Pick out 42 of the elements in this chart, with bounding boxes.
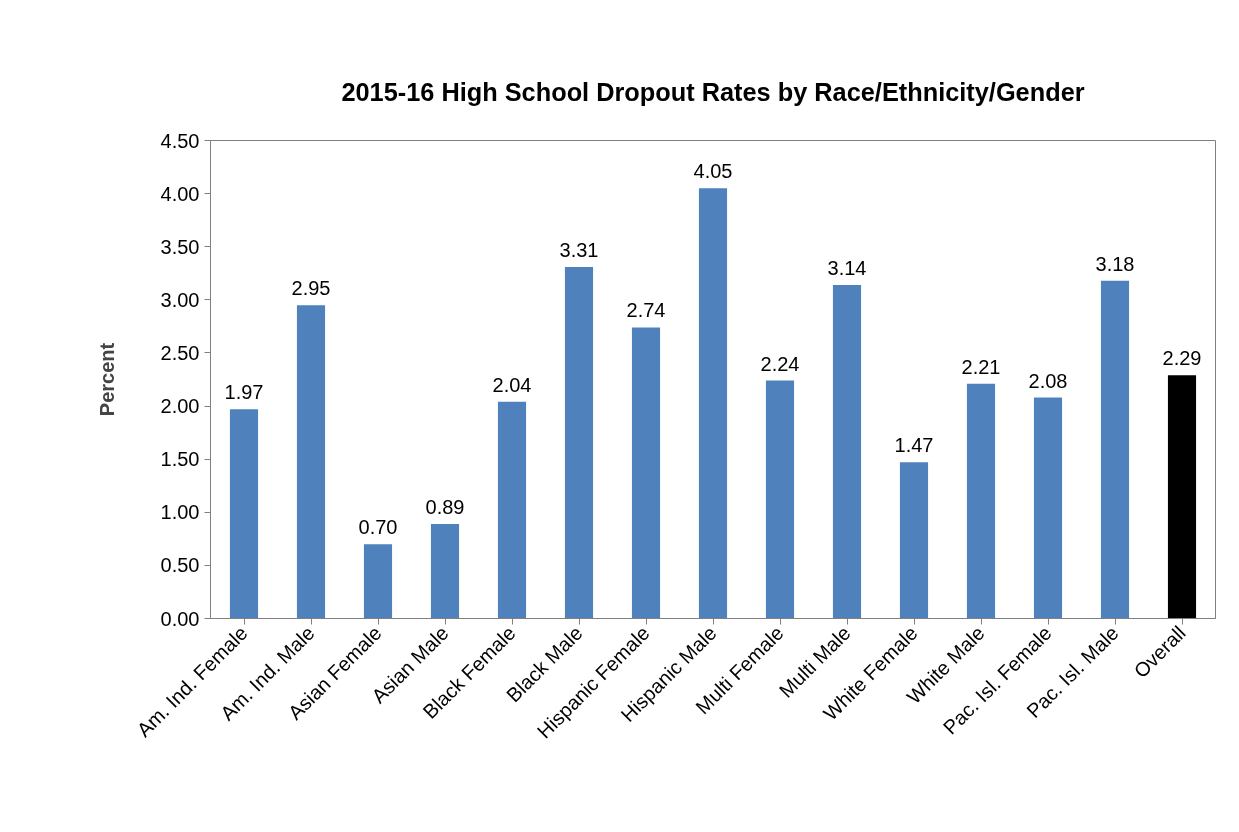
bar [1100, 280, 1130, 619]
y-tick-label: 4.00 [160, 182, 200, 205]
bar [296, 305, 326, 619]
bar [363, 544, 393, 619]
data-label: 2.21 [961, 355, 1001, 378]
y-tick-label: 3.50 [160, 235, 200, 258]
y-axis-title: Percent [95, 342, 118, 417]
bar [229, 409, 259, 619]
y-tick-label: 1.00 [160, 501, 200, 524]
bar [1167, 375, 1197, 619]
bar [1033, 397, 1063, 619]
data-label: 2.95 [291, 277, 331, 300]
bar [430, 523, 460, 619]
data-label: 2.74 [626, 299, 666, 322]
bar [765, 380, 795, 619]
y-tick-label: 1.50 [160, 448, 200, 471]
bar [631, 327, 661, 619]
bar [698, 188, 728, 619]
data-label: 0.89 [425, 495, 465, 518]
data-label: 3.31 [559, 238, 599, 261]
data-label: 3.14 [827, 256, 867, 279]
bar [899, 462, 929, 619]
data-label: 2.24 [760, 352, 800, 375]
data-label: 2.08 [1028, 369, 1068, 392]
chart-title: 2015-16 High School Dropout Rates by Race/Ethnicity/Gender [341, 77, 1085, 106]
bar [832, 284, 862, 619]
data-label: 1.47 [894, 434, 934, 457]
data-label: 2.29 [1162, 347, 1202, 370]
y-tick-label: 2.00 [160, 395, 200, 418]
y-tick-label: 0.50 [160, 554, 200, 577]
y-tick-label: 0.00 [160, 607, 200, 630]
y-tick-label: 3.00 [160, 288, 200, 311]
data-label: 0.70 [358, 516, 398, 539]
y-tick-label: 4.50 [160, 129, 200, 152]
bar [966, 383, 996, 619]
data-label: 1.97 [224, 381, 264, 404]
data-label: 4.05 [693, 160, 733, 183]
bar [497, 401, 527, 619]
data-label: 2.04 [492, 373, 532, 396]
data-label: 3.18 [1095, 252, 1135, 275]
bar [564, 266, 594, 619]
y-tick-label: 2.50 [160, 341, 200, 364]
